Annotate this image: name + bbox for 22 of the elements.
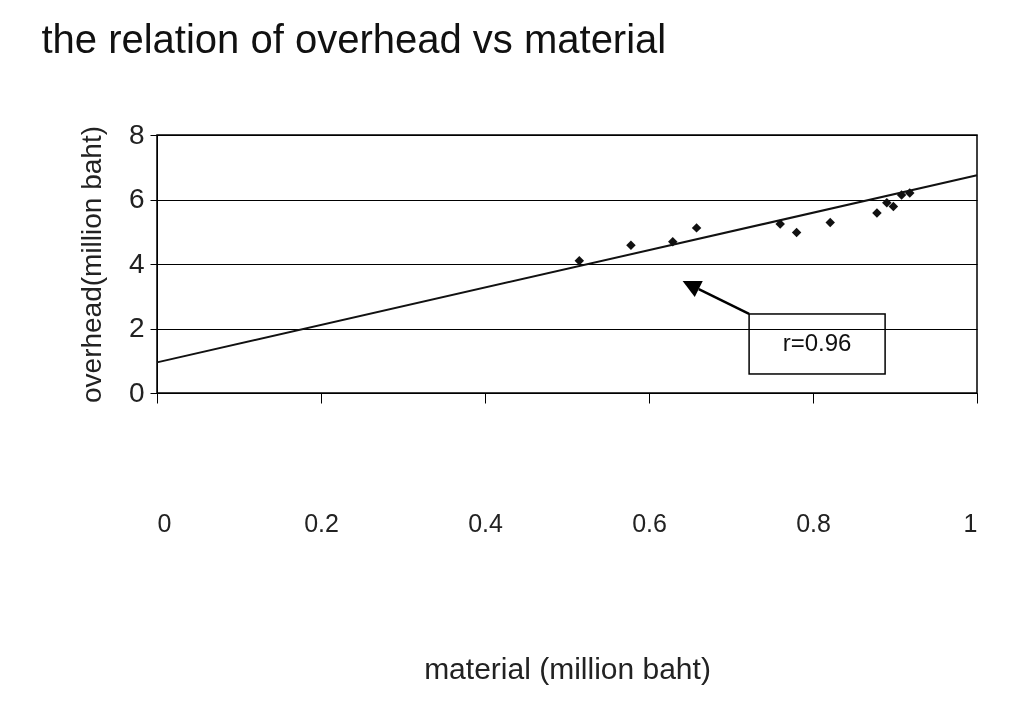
x-tick-label: 0.6 (632, 508, 667, 537)
point (825, 217, 835, 228)
y-tick-label: 4 (128, 247, 145, 279)
point (882, 197, 892, 208)
point (791, 227, 802, 238)
point (574, 256, 585, 266)
y-tick-label: 8 (128, 118, 145, 150)
annotation: r=0.96 (782, 328, 852, 356)
y-axis-title: overhead(million baht) (75, 125, 107, 404)
y-tick-label: 2 (128, 312, 145, 343)
x-tick-label: 1 (963, 508, 978, 537)
point (626, 240, 636, 251)
y-tick-label: 6 (128, 183, 145, 214)
point (691, 223, 702, 233)
x-axis-title: material (million baht) (424, 651, 711, 685)
x-tick-label: 0.2 (304, 508, 339, 537)
chart-title: the relation of overhead vs material (41, 17, 667, 61)
point (888, 201, 899, 212)
x-tick-label: 0.8 (796, 508, 831, 537)
x-tick-label: 0.4 (468, 508, 503, 537)
x-tick-label: 0 (157, 508, 172, 537)
y-tick-label: 0 (128, 376, 145, 408)
